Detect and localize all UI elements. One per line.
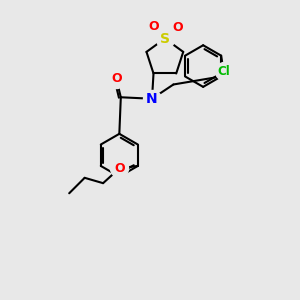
Text: S: S bbox=[160, 32, 170, 46]
Text: Cl: Cl bbox=[217, 64, 230, 78]
Text: O: O bbox=[172, 21, 183, 34]
Text: O: O bbox=[114, 162, 125, 175]
Text: O: O bbox=[148, 20, 159, 33]
Text: O: O bbox=[111, 72, 122, 85]
Text: N: N bbox=[146, 92, 158, 106]
